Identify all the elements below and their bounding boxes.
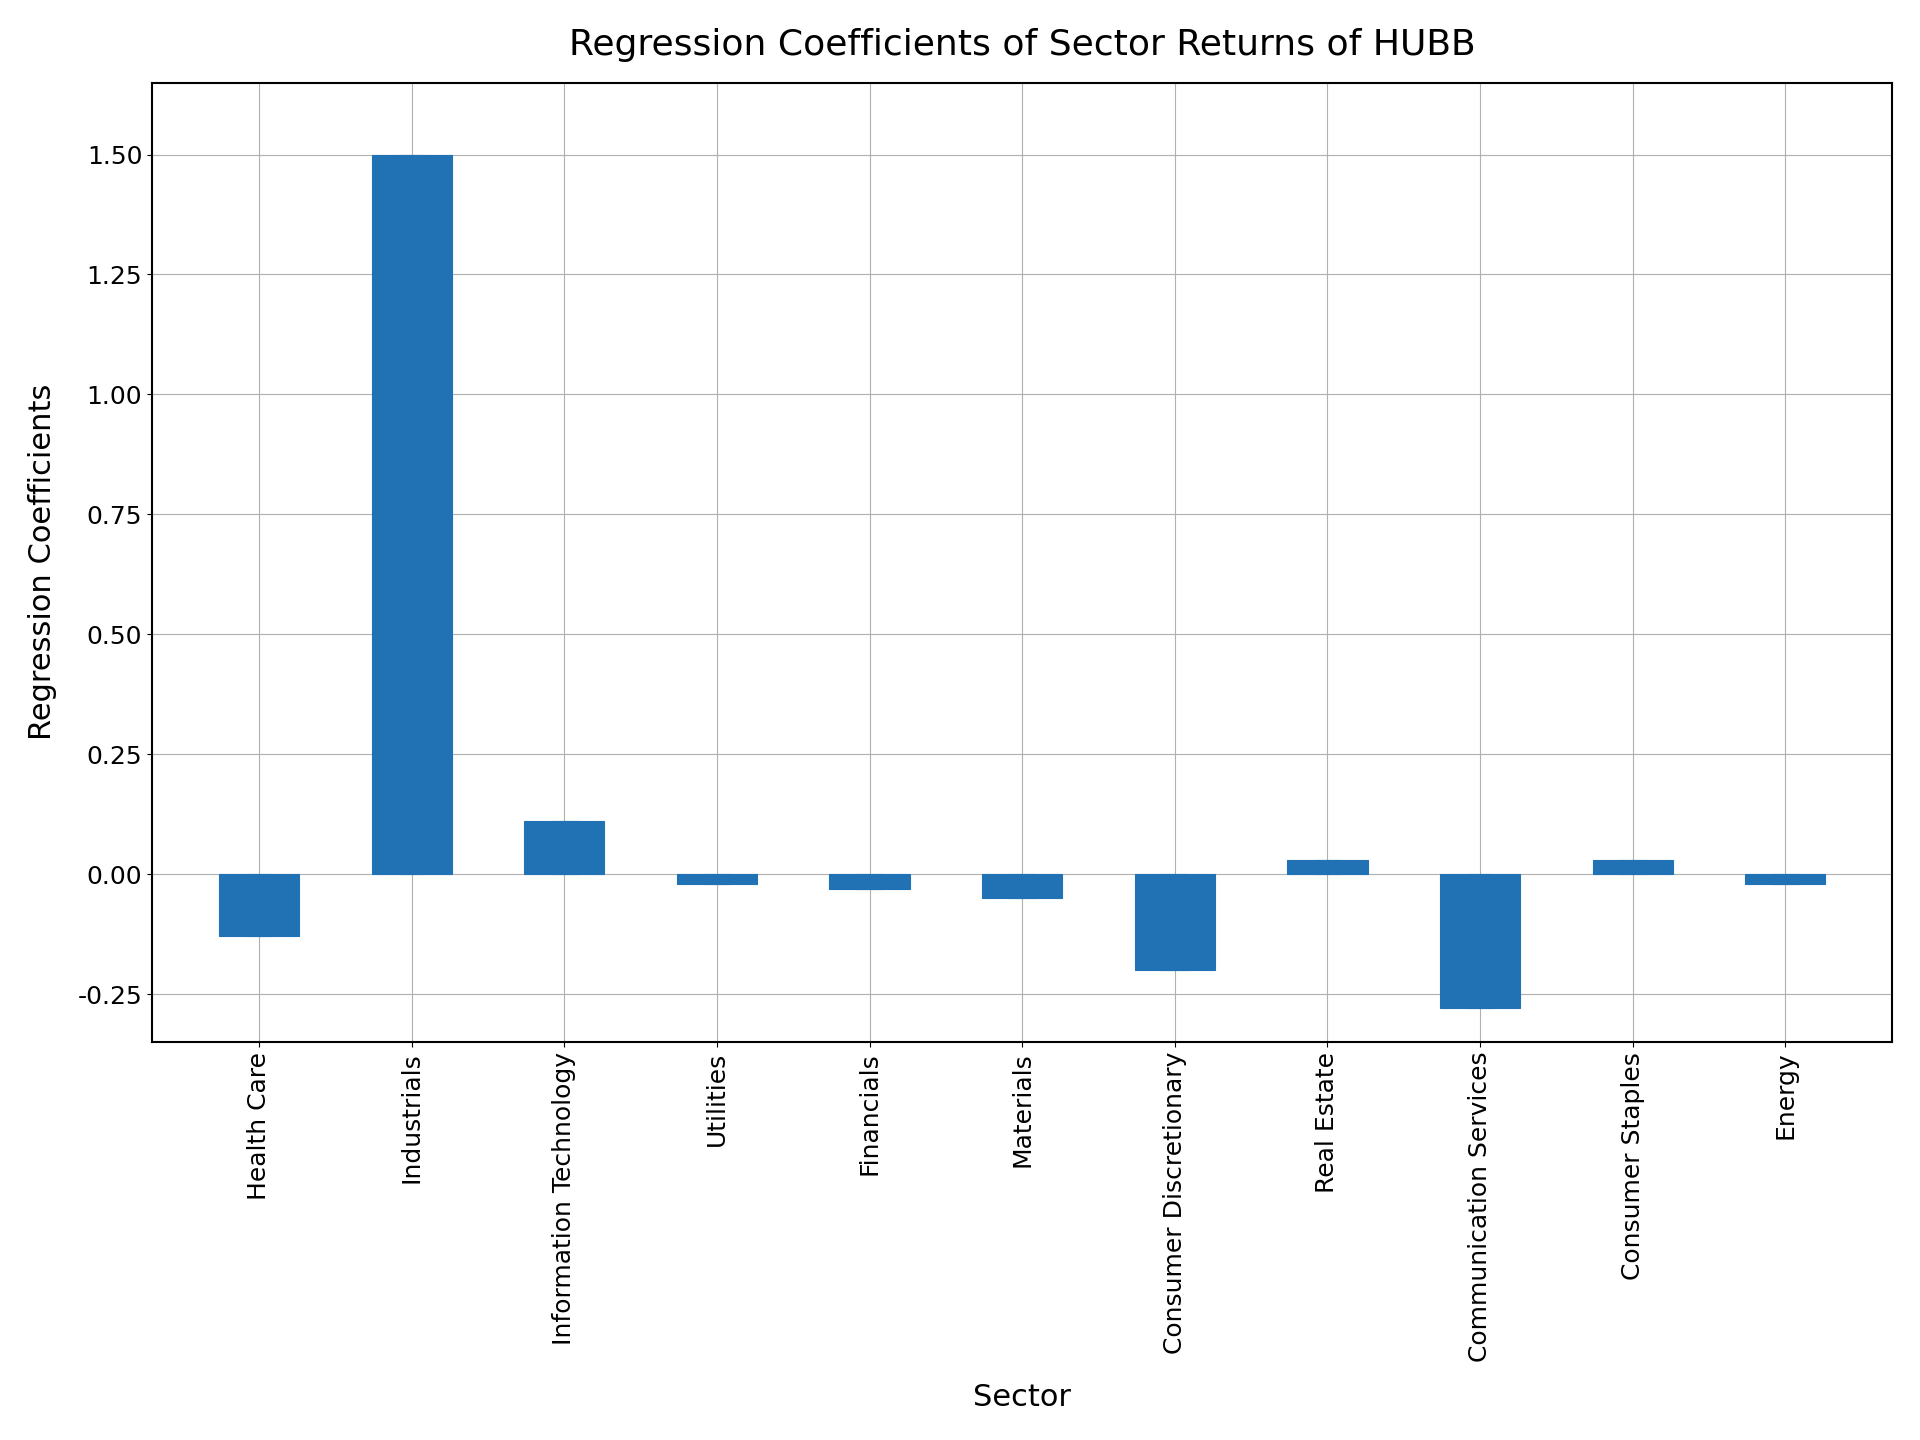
X-axis label: Sector: Sector [973, 1384, 1071, 1413]
Bar [397, 154, 451, 874]
Bar [829, 874, 883, 888]
Bar [1313, 860, 1367, 874]
Bar [524, 821, 578, 874]
Bar [1440, 874, 1494, 1008]
Bar [1467, 874, 1521, 1008]
Bar [219, 874, 273, 936]
Bar [1619, 860, 1672, 874]
Bar [1288, 860, 1340, 874]
Title: Regression Coefficients of Sector Returns of HUBB: Regression Coefficients of Sector Return… [568, 27, 1475, 62]
Bar [551, 821, 605, 874]
Bar [1594, 860, 1645, 874]
Bar [1772, 874, 1826, 884]
Bar [371, 154, 424, 874]
Bar [246, 874, 300, 936]
Bar [703, 874, 756, 884]
Bar [856, 874, 910, 888]
Bar [1745, 874, 1799, 884]
Bar [676, 874, 730, 884]
Bar [1135, 874, 1188, 971]
Bar [1162, 874, 1215, 971]
Y-axis label: Regression Coefficients: Regression Coefficients [27, 384, 58, 740]
Bar [983, 874, 1035, 899]
Bar [1008, 874, 1062, 899]
